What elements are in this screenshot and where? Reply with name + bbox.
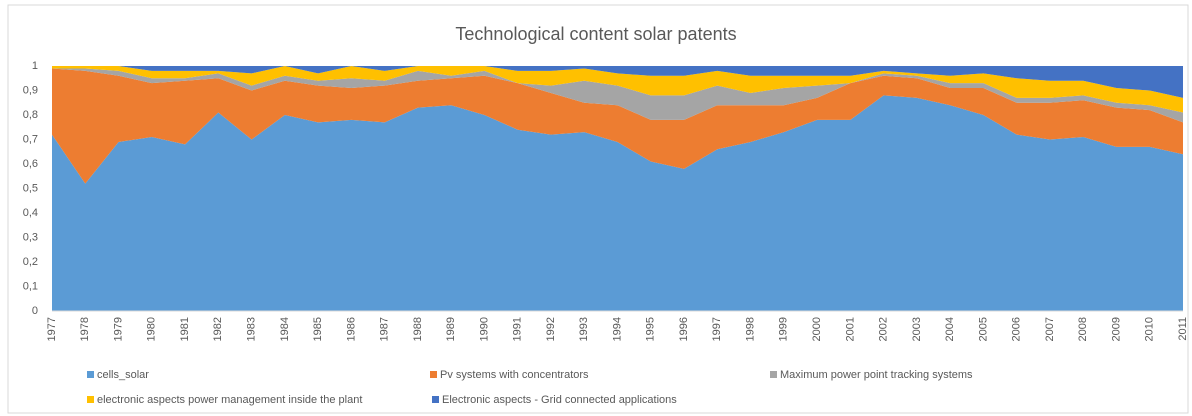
legend-swatch	[87, 396, 94, 403]
x-tick-label: 1981	[179, 317, 191, 341]
area	[52, 68, 1183, 184]
x-tick-label: 1998	[744, 317, 756, 341]
x-tick-label: 2002	[878, 317, 890, 341]
x-tick-label: 1995	[645, 317, 657, 341]
x-tick-label: 2003	[911, 317, 923, 341]
x-tick-label: 1988	[412, 317, 424, 341]
x-tick-label: 1980	[146, 317, 158, 341]
x-tick-label: 2000	[811, 317, 823, 341]
x-tick-label: 1979	[112, 317, 124, 341]
x-tick-label: 2006	[1011, 317, 1023, 341]
x-tick-label: 1983	[245, 317, 257, 341]
y-tick-label: 0,2	[23, 256, 38, 268]
x-tick-label: 1994	[611, 317, 623, 341]
area	[52, 68, 1183, 123]
legend-swatch	[87, 371, 94, 378]
y-tick-label: 0,3	[23, 231, 38, 243]
y-tick-label: 0,5	[23, 182, 38, 194]
x-tick-label: 1999	[778, 317, 790, 341]
x-tick-label: 2008	[1077, 317, 1089, 341]
x-tick-label: 2011	[1177, 317, 1189, 341]
legend-swatch	[770, 371, 777, 378]
legend-label: cells_solar	[97, 369, 149, 381]
x-tick-label: 1977	[46, 317, 58, 341]
x-tick-label: 1991	[512, 317, 524, 341]
x-tick-label: 1989	[445, 317, 457, 341]
legend-label: electronic aspects power management insi…	[97, 394, 362, 406]
y-tick-label: 0	[32, 305, 38, 317]
x-tick-label: 1978	[79, 317, 91, 341]
y-tick-label: 0,1	[23, 280, 38, 292]
area	[52, 66, 1183, 98]
x-tick-label: 1990	[478, 317, 490, 341]
x-tick-label: 1982	[212, 317, 224, 341]
x-tick-label: 2009	[1110, 317, 1122, 341]
legend-swatch	[430, 371, 437, 378]
x-tick-label: 2001	[844, 317, 856, 341]
x-tick-label: 1993	[578, 317, 590, 341]
x-tick-label: 1997	[711, 317, 723, 341]
area	[52, 66, 1183, 113]
x-tick-label: 2010	[1144, 317, 1156, 341]
x-tick-label: 2005	[977, 317, 989, 341]
x-tick-label: 1996	[678, 317, 690, 341]
y-tick-label: 0,8	[23, 109, 38, 121]
y-tick-label: 0,6	[23, 158, 38, 170]
x-tick-label: 2007	[1044, 317, 1056, 341]
x-tick-label: 1984	[279, 317, 291, 341]
x-tick-label: 2004	[944, 317, 956, 341]
x-tick-label: 1985	[312, 317, 324, 341]
x-tick-label: 1992	[545, 317, 557, 341]
area	[52, 95, 1183, 312]
x-tick-label: 1987	[379, 317, 391, 341]
chart-title: Technological content solar patents	[455, 24, 736, 44]
legend-label: Electronic aspects - Grid connected appl…	[442, 394, 677, 406]
y-tick-label: 0,9	[23, 84, 38, 96]
y-tick-label: 0,7	[23, 133, 38, 145]
legend-label: Pv systems with concentrators	[440, 369, 589, 381]
legend-swatch	[432, 396, 439, 403]
x-tick-label: 1986	[345, 317, 357, 341]
legend-label: Maximum power point tracking systems	[780, 369, 973, 381]
y-tick-label: 0,4	[23, 207, 38, 219]
y-tick-label: 1	[32, 60, 38, 72]
